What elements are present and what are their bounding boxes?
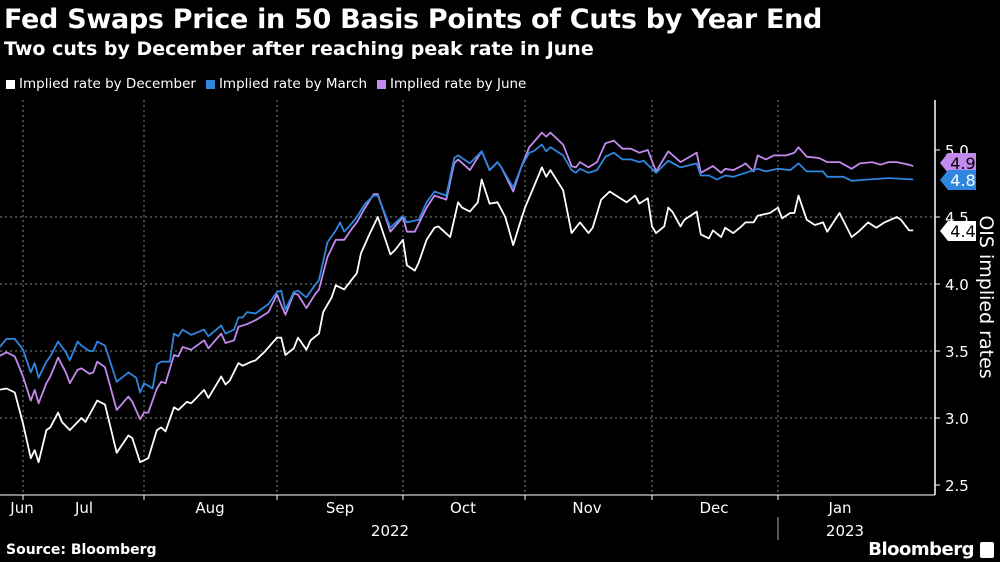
x-tick-label: Nov bbox=[572, 499, 601, 517]
legend-label: Implied rate by March bbox=[218, 76, 368, 92]
x-tick-label: Dec bbox=[699, 499, 728, 517]
end-label-box bbox=[940, 153, 976, 173]
x-tick-label: Aug bbox=[195, 499, 224, 517]
legend-swatch-march bbox=[205, 79, 215, 89]
y-tick-label: 3.0 bbox=[945, 410, 969, 428]
chart-title: Fed Swaps Price in 50 Basis Points of Cu… bbox=[4, 4, 823, 35]
y-axis-label: OIS implied rates bbox=[975, 215, 997, 378]
bloomberg-logo-icon bbox=[980, 542, 994, 558]
x-tick-label: Jul bbox=[74, 499, 93, 517]
legend-item-december: Implied rate by December bbox=[6, 76, 196, 92]
legend-label: Implied rate by December bbox=[19, 76, 196, 92]
x-tick-label: Jan bbox=[827, 499, 851, 517]
x-year-label: 2022 bbox=[371, 522, 409, 540]
bloomberg-logo: Bloomberg bbox=[868, 539, 974, 560]
y-tick-label: 2.5 bbox=[945, 477, 969, 495]
end-value-label: 4.4 bbox=[950, 222, 975, 241]
legend-item-june: Implied rate by June bbox=[377, 76, 526, 92]
source-note: Source: Bloomberg bbox=[6, 542, 157, 558]
x-year-label: 2023 bbox=[826, 522, 864, 540]
legend: Implied rate by December Implied rate by… bbox=[6, 76, 526, 92]
series-line-june bbox=[0, 131, 914, 421]
series-line-december bbox=[0, 166, 914, 464]
legend-label: Implied rate by June bbox=[390, 76, 527, 92]
x-tick-label: Oct bbox=[450, 499, 476, 517]
legend-swatch-december bbox=[6, 79, 15, 89]
x-tick-label: Sep bbox=[326, 499, 354, 517]
end-label-box bbox=[940, 170, 976, 190]
chart-subtitle: Two cuts by December after reaching peak… bbox=[4, 38, 594, 60]
legend-item-march: Implied rate by March bbox=[205, 76, 368, 92]
end-value-label: 4.8 bbox=[950, 171, 975, 190]
series-line-march bbox=[0, 143, 914, 394]
end-label-box bbox=[940, 221, 976, 241]
y-tick-label: 4.0 bbox=[945, 276, 969, 294]
y-tick-label: 3.5 bbox=[945, 343, 969, 361]
x-tick-label: Jun bbox=[9, 499, 33, 517]
legend-swatch-june bbox=[377, 79, 387, 89]
end-value-label: 4.9 bbox=[950, 154, 975, 173]
